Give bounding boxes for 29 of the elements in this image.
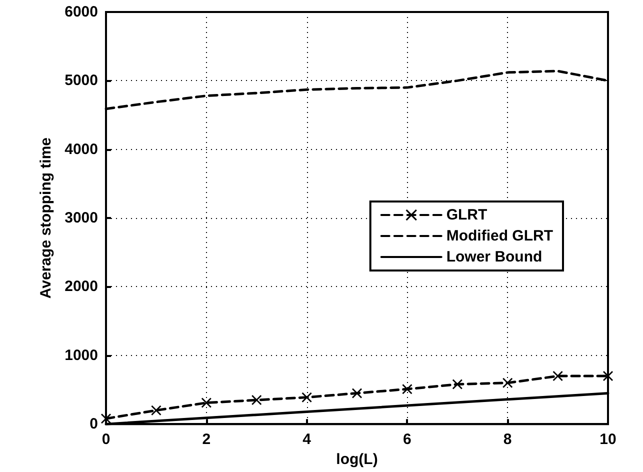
point xyxy=(151,405,162,416)
x-tick-label: 0 xyxy=(102,431,110,448)
y-tick-label: 5000 xyxy=(64,72,98,90)
point xyxy=(201,398,212,408)
point xyxy=(552,371,563,382)
point xyxy=(352,388,362,398)
point xyxy=(603,371,613,382)
y-tick-label: 6000 xyxy=(64,4,98,20)
legend-label: GLRT xyxy=(446,206,488,224)
y-axis-title: Average stopping time xyxy=(38,137,55,299)
y-tick-label: 1000 xyxy=(64,346,98,364)
x-tick-label: 8 xyxy=(503,431,512,448)
legend-label: Lower Bound xyxy=(446,248,542,266)
x-tick-label: 10 xyxy=(600,431,616,448)
x-axis-title: log(L) xyxy=(336,451,378,468)
point xyxy=(402,384,412,394)
point xyxy=(502,378,513,388)
y-tick-label: 4000 xyxy=(64,140,98,158)
y-tick-label: 0 xyxy=(90,416,98,433)
x-tick-label: 2 xyxy=(202,431,211,448)
point xyxy=(302,392,312,402)
y-tick-label: 2000 xyxy=(64,278,98,296)
point xyxy=(452,379,462,390)
x-tick-label: 6 xyxy=(403,431,412,448)
point xyxy=(252,395,262,406)
y-tick-label: 3000 xyxy=(64,210,98,227)
legend-label: Modified GLRT xyxy=(446,228,554,244)
point xyxy=(101,414,111,424)
x-tick-label: 4 xyxy=(302,431,312,448)
